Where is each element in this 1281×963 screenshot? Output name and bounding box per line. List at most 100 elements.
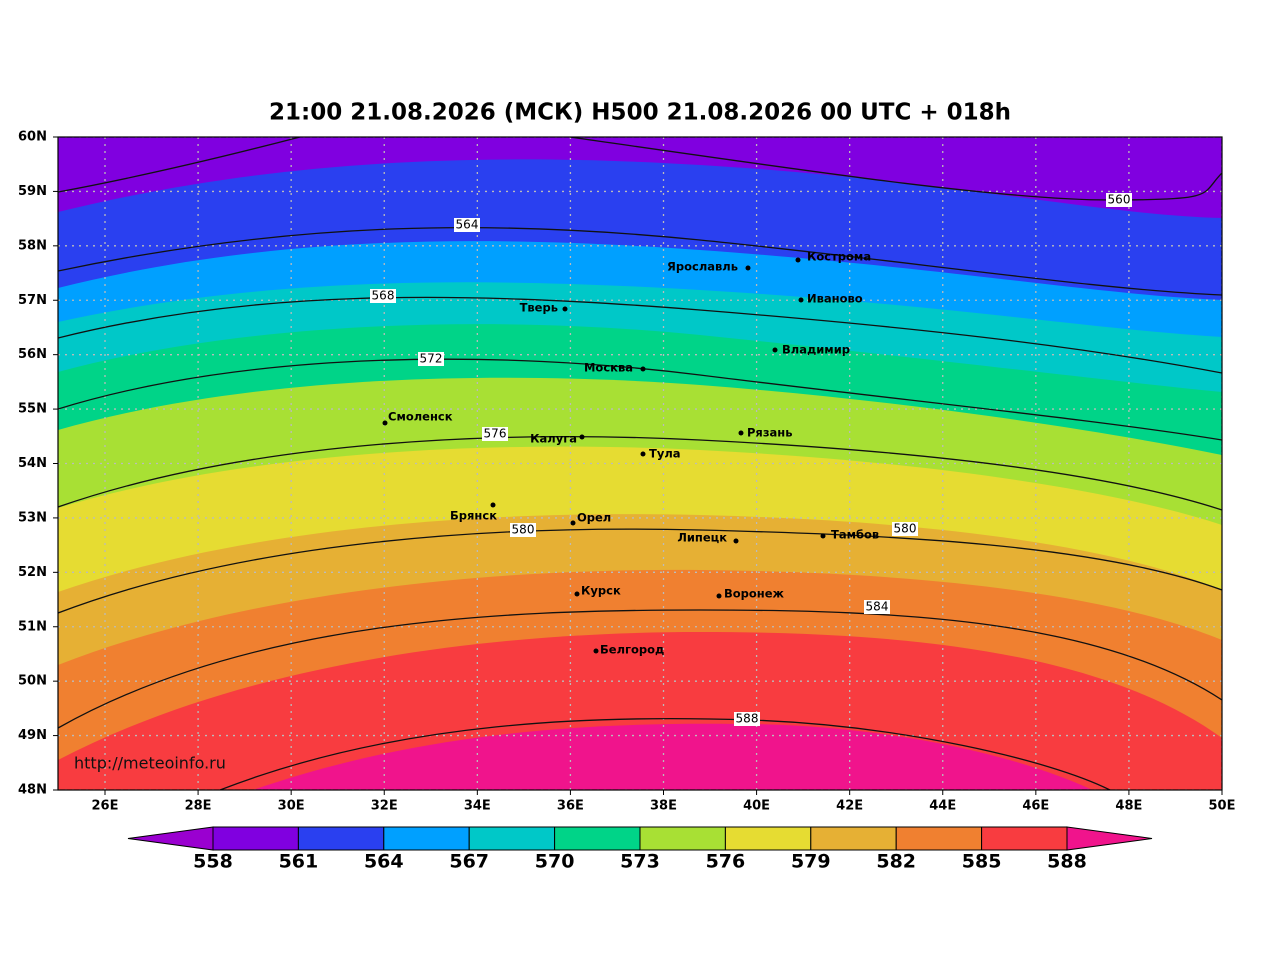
lon-tick-label: 46E (1022, 799, 1049, 814)
lat-tick-label: 55N (18, 402, 47, 417)
colorbar-tick-label: 588 (1047, 851, 1087, 873)
lat-tick-label: 54N (18, 456, 47, 471)
colorbar-over (1066, 826, 1153, 851)
contour-label: 584 (866, 600, 889, 614)
contour-label: 564 (456, 218, 479, 232)
contour-label-box (482, 427, 508, 441)
lon-tick-label: 42E (836, 799, 863, 814)
lon-tick-label: 32E (371, 799, 398, 814)
lat-tick-label: 60N (18, 130, 47, 145)
city-label: Москва (584, 361, 633, 375)
city-dot (820, 533, 826, 539)
band (253, 723, 1093, 790)
contour-label-box (864, 600, 890, 614)
contour-label: 580 (512, 523, 535, 537)
contour-label-box (734, 712, 760, 726)
city-dot (574, 591, 580, 597)
colorbar-segment (383, 826, 470, 851)
contour-line (58, 137, 301, 193)
contour-line (58, 358, 1222, 441)
contour-label: 588 (736, 712, 759, 726)
city-label: Тверь (520, 301, 558, 315)
contour-label-box (454, 218, 480, 232)
lat-tick-label: 57N (18, 293, 47, 308)
contour-label-box (892, 522, 918, 536)
city-label: Иваново (807, 292, 863, 306)
city-label: Белгород (600, 643, 664, 657)
colorbar-tick-label: 561 (279, 851, 319, 873)
city-label: Смоленск (388, 410, 453, 424)
lat-tick-label: 50N (18, 674, 47, 689)
colorbar-segment (212, 826, 299, 851)
city-label: Владимир (782, 343, 850, 357)
city-dot (490, 502, 496, 508)
colorbar-tick-label: 570 (535, 851, 575, 873)
lat-tick-label: 58N (18, 238, 47, 253)
lon-tick-label: 48E (1115, 799, 1142, 814)
colorbar-segment (724, 826, 812, 851)
contours (58, 137, 1222, 790)
lat-tick-label: 51N (18, 619, 47, 634)
city-dot (798, 297, 804, 303)
lon-tick-label: 26E (92, 799, 119, 814)
contour-line (58, 436, 1222, 511)
colorbar-tick-label: 564 (364, 851, 404, 873)
lat-tick-label: 52N (18, 565, 47, 580)
contour-line (569, 137, 1222, 201)
colorbar-tick-label: 585 (962, 851, 1002, 873)
lat-tick-label: 48N (18, 783, 47, 798)
colorbar-tick-label: 582 (876, 851, 916, 873)
city-label: Курск (581, 584, 621, 598)
city-label: Брянск (450, 509, 497, 523)
colorbar-segment (981, 826, 1068, 851)
colorbar-segment (554, 826, 641, 851)
lon-tick-label: 40E (743, 799, 770, 814)
lon-tick-label: 34E (464, 799, 491, 814)
city-dot (640, 451, 646, 457)
colorbar-segment (297, 826, 385, 851)
grid (58, 137, 1222, 790)
lat-tick-label: 53N (18, 510, 47, 525)
contour-line (58, 226, 1222, 296)
city-dot (716, 593, 722, 599)
axes: 26E 28E 30E 32E 34E 36E 38E 40E 42E 44E 46E 48E 50E 4… (18, 130, 1235, 814)
colorbar-tick-label: 576 (706, 851, 746, 873)
contour-line (219, 717, 1111, 790)
city-dot (745, 265, 751, 271)
colorbar-tick-label: 573 (620, 851, 660, 873)
lat-tick-label: 56N (18, 347, 47, 362)
city-label: Воронеж (724, 587, 785, 601)
map-title: 21:00 21.08.2026 (МСК) H500 21.08.2026 0… (269, 100, 1011, 126)
city-dot (733, 538, 739, 544)
city-label: Ярославль (667, 260, 738, 274)
city-label: Рязань (747, 426, 792, 440)
colorbar-tick-label: 567 (449, 851, 489, 873)
colorbar-segment (639, 826, 726, 851)
city-dot (640, 366, 646, 372)
colorbar-tick-label: 579 (791, 851, 831, 873)
lat-tick-label: 59N (18, 184, 47, 199)
city-label: Тула (649, 447, 681, 461)
city-dot (772, 347, 778, 353)
contour-label-box (1106, 193, 1132, 207)
contour-label-box (418, 352, 444, 366)
colorbar-tick-label: 558 (193, 851, 233, 873)
city-label: Липецк (677, 531, 727, 545)
watermark: http://meteoinfo.ru (74, 754, 226, 773)
contour-line (58, 296, 1222, 374)
lat-tick-label: 49N (18, 728, 47, 743)
contour-label: 560 (1108, 193, 1131, 207)
contour-label-box (370, 289, 396, 303)
colorbar-segment (468, 826, 556, 851)
contour-line (58, 528, 1222, 614)
lon-tick-label: 28E (185, 799, 212, 814)
lon-tick-label: 38E (650, 799, 677, 814)
city-dot (593, 648, 599, 654)
colorbar-under (127, 826, 214, 851)
city-label: Тамбов (831, 528, 879, 542)
city-label: Калуга (530, 432, 577, 446)
contour-label: 580 (894, 522, 917, 536)
colorbar-segment (895, 826, 983, 851)
lon-tick-label: 36E (557, 799, 584, 814)
